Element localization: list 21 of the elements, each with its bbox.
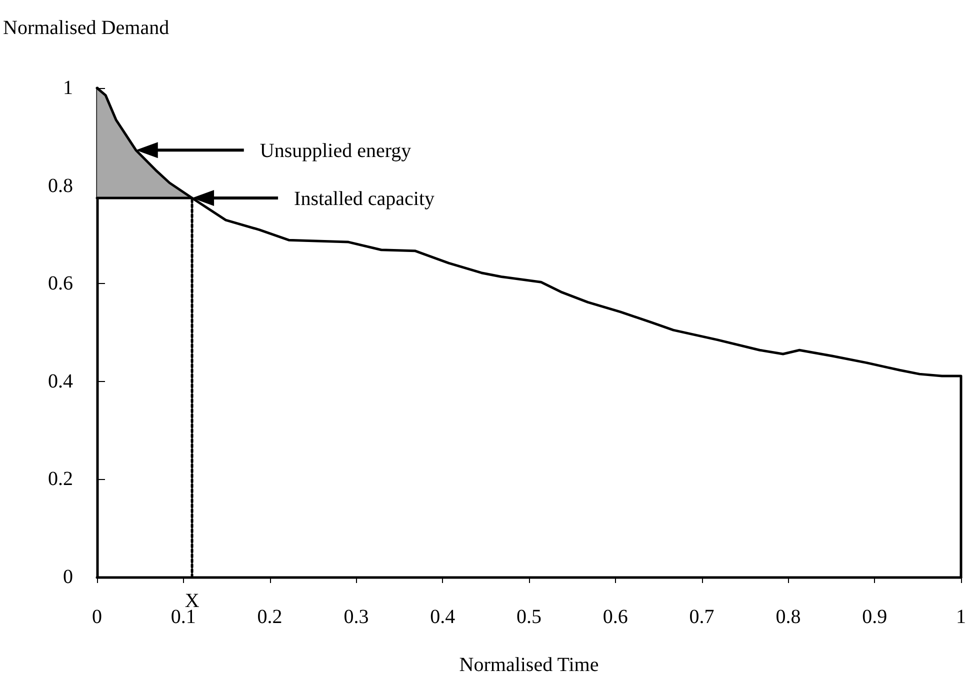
x-tick-label: 0.8 xyxy=(776,606,801,628)
x-tick-label: 0.2 xyxy=(257,606,282,628)
y-tick-label: 1 xyxy=(63,77,73,99)
y-axis-title: Normalised Demand xyxy=(3,17,170,39)
y-tick-label: 0.8 xyxy=(48,174,73,197)
x-tick-label: 0.5 xyxy=(516,606,542,628)
y-tick-label: 0 xyxy=(63,566,73,588)
annotation: Unsupplied energy xyxy=(260,140,412,162)
annotation: Installed capacity xyxy=(294,188,435,210)
x-tick-label: 1 xyxy=(956,606,966,628)
y-tick-label: 0.6 xyxy=(48,272,73,295)
y-tick-label: 0.4 xyxy=(48,370,73,392)
x-tick-label: 0.9 xyxy=(862,606,888,628)
x-tick-label: 0.1 xyxy=(170,606,196,628)
x-tick-label: 0.3 xyxy=(344,606,369,628)
x-axis-title: Normalised Time xyxy=(459,654,599,676)
x-tick-label: 0 xyxy=(92,606,102,628)
x-tick-label: 0.6 xyxy=(602,606,628,628)
x-tick-label: 0.7 xyxy=(689,606,714,628)
x-tick-label: 0.4 xyxy=(430,606,456,628)
y-tick-label: 0.2 xyxy=(48,468,73,490)
